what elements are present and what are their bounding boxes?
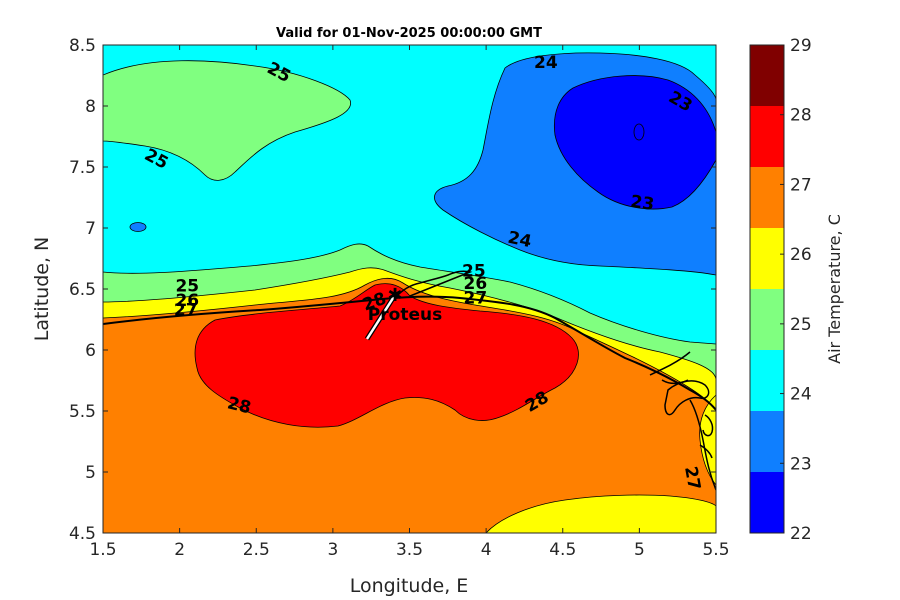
- colorbar: 22 23 24 25 26 27 28 29: [749, 36, 812, 544]
- y-tick-label: 4.5: [69, 524, 96, 544]
- wind-barb: [365, 294, 397, 340]
- x-tick-label: 2.5: [243, 540, 270, 560]
- contour-label: 26: [175, 291, 199, 311]
- colorbar-tick-label: 29: [790, 36, 812, 56]
- y-tick-label: 6: [85, 341, 96, 361]
- colorbar-swatch: [750, 350, 784, 411]
- y-axis: 4.5 5 5.5 6 6.5 7 7.5 8 8.5: [69, 36, 716, 544]
- colorbar-tick-label: 27: [790, 175, 812, 195]
- x-tick-label: 1.5: [89, 540, 116, 560]
- colorbar-frame: [749, 44, 785, 534]
- x-tick-label: 3.5: [396, 540, 423, 560]
- colorbar-tick-label: 25: [790, 315, 812, 335]
- contour-label: 26: [464, 274, 488, 294]
- station-name: Proteus: [368, 305, 442, 325]
- colorbar-tick-label: 23: [790, 454, 812, 474]
- coastline: [103, 295, 716, 411]
- band-28-29: [194, 283, 579, 428]
- x-axis-label: Longitude, E: [350, 575, 469, 597]
- coastline-lagoon: [664, 380, 710, 416]
- coastline-inlet: [394, 270, 473, 299]
- x-tick-label: 5.5: [702, 540, 729, 560]
- y-tick-label: 8.5: [69, 36, 96, 56]
- y-axis-label: Latitude, N: [31, 237, 53, 342]
- contour-loop-23: [633, 123, 645, 141]
- y-tick-label: 7.5: [69, 158, 96, 178]
- y-tick-label: 5: [85, 463, 96, 483]
- y-tick-label: 7: [85, 219, 96, 239]
- coastline-islands: [699, 414, 714, 459]
- contour-label: 25: [462, 262, 486, 282]
- colorbar-swatch: [750, 289, 784, 350]
- contour-label: 25: [175, 276, 199, 296]
- y-tick-label: 8: [85, 97, 96, 117]
- x-tick-label: 4.5: [549, 540, 576, 560]
- band-25-26-northwest: [103, 60, 351, 181]
- band-23-24-islet: [129, 222, 147, 232]
- contour-label: 23: [629, 192, 655, 215]
- contour-label: 27: [464, 289, 488, 309]
- colorbar-swatch: [750, 106, 784, 167]
- y-tick-label: 6.5: [69, 280, 96, 300]
- river: [649, 351, 716, 491]
- contour-label: 24: [506, 228, 533, 253]
- colorbar-swatch: [750, 45, 784, 106]
- colorbar-tick-label: 26: [790, 245, 812, 265]
- colorbar-tick-label: 24: [790, 385, 812, 405]
- contour-label: 27: [680, 465, 704, 492]
- colorbar-tick-label: 28: [790, 106, 812, 126]
- x-tick-label: 5: [634, 540, 645, 560]
- y-tick-label: 5.5: [69, 402, 96, 422]
- contour-label: 24: [534, 53, 558, 73]
- x-tick-label: 3: [327, 540, 338, 560]
- contour-label: 27: [174, 301, 198, 321]
- colorbar-swatch: [750, 167, 784, 228]
- band-26-27-southeast: [485, 494, 716, 533]
- station-proteus: ✱ Proteus: [364, 285, 442, 341]
- station-marker-icon: ✱: [387, 285, 402, 306]
- colorbar-swatch: [750, 411, 784, 472]
- x-tick-label: 4: [481, 540, 492, 560]
- colorbar-tick-label: 22: [790, 524, 812, 544]
- contour-field: [103, 45, 716, 533]
- band-22-23-northeast: [553, 75, 716, 210]
- x-tick-label: 2: [174, 540, 185, 560]
- colorbar-swatch: [750, 228, 784, 289]
- chart-title: Valid for 01-Nov-2025 00:00:00 GMT: [276, 26, 542, 41]
- x-axis: 1.5 2 2.5 3 3.5 4 4.5 5 5.5: [89, 45, 730, 560]
- colorbar-swatch: [750, 472, 784, 533]
- colorbar-label: Air Temperature, C: [825, 214, 844, 364]
